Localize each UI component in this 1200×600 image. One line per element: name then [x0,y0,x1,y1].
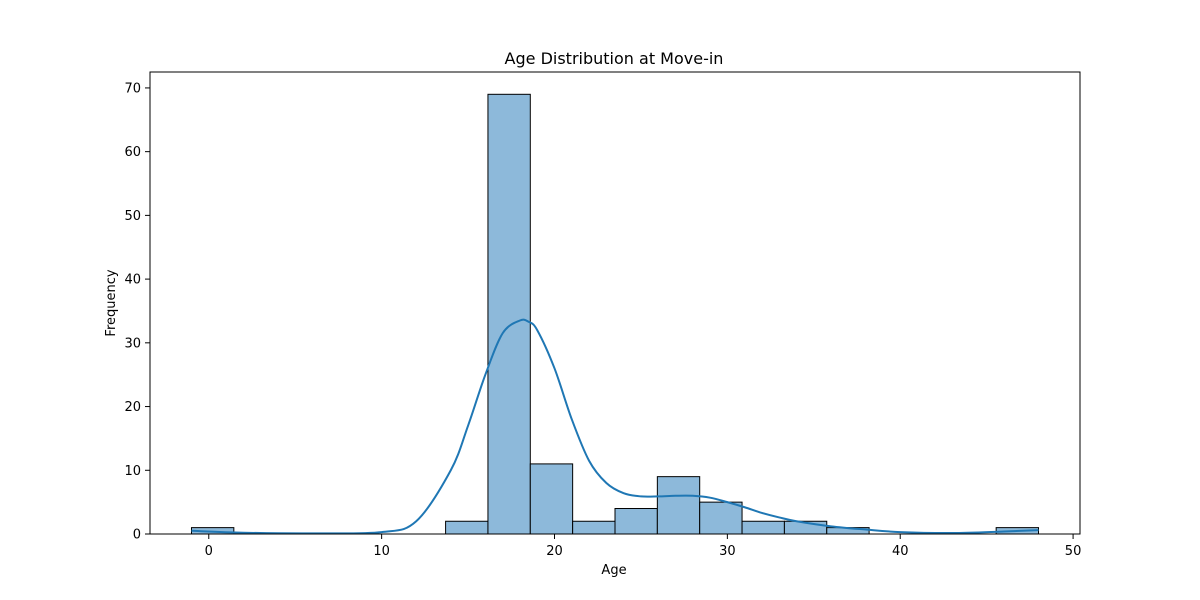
chart-title: Age Distribution at Move-in [505,49,724,68]
x-tick-label: 20 [546,544,563,559]
y-tick-label: 20 [124,400,141,415]
y-tick-label: 60 [124,145,141,160]
x-tick-label: 50 [1065,544,1082,559]
y-tick-label: 0 [133,528,141,543]
y-tick-label: 40 [124,273,141,288]
histogram-bar [572,520,616,535]
histogram-bar [656,476,701,535]
y-tick-label: 10 [124,464,141,479]
y-tick-label: 70 [124,81,141,96]
y-axis-ticks: 0 10 20 30 40 50 60 70 [124,81,150,543]
x-tick-label: 10 [373,544,390,559]
y-tick-label: 50 [124,209,141,224]
x-tick-label: 30 [719,544,736,559]
plot-frame [149,71,1081,535]
histogram-bar [529,463,574,535]
histogram-bar [699,501,743,535]
histogram-bar [614,508,658,535]
histogram-bar [445,520,489,535]
histogram-bar [487,93,531,535]
y-tick-label: 30 [124,336,141,351]
x-axis-label: Age [601,563,626,578]
x-axis-ticks: 0 10 20 30 40 50 [205,534,1082,559]
x-tick-label: 40 [892,544,909,559]
kde-curve [191,318,1039,535]
y-axis-label: Frequency [104,269,119,336]
x-tick-label: 0 [205,544,213,559]
histogram-bars [190,93,1040,535]
histogram-bar [741,520,785,535]
